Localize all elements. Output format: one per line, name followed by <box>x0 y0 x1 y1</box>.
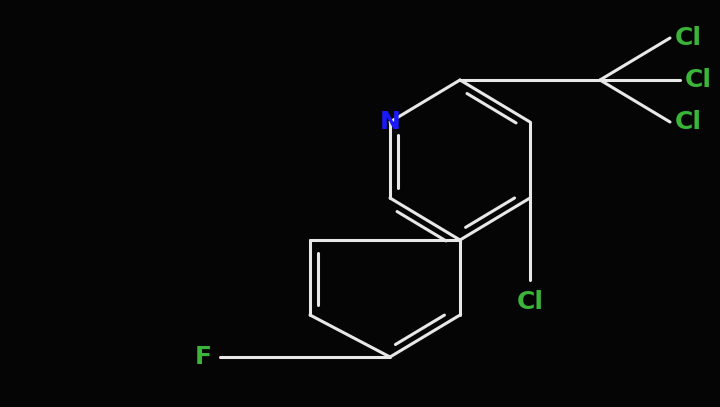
Text: N: N <box>379 110 400 134</box>
Text: Cl: Cl <box>675 110 702 134</box>
Text: Cl: Cl <box>685 68 712 92</box>
Text: Cl: Cl <box>675 26 702 50</box>
Text: Cl: Cl <box>516 290 544 314</box>
Text: F: F <box>195 345 212 369</box>
